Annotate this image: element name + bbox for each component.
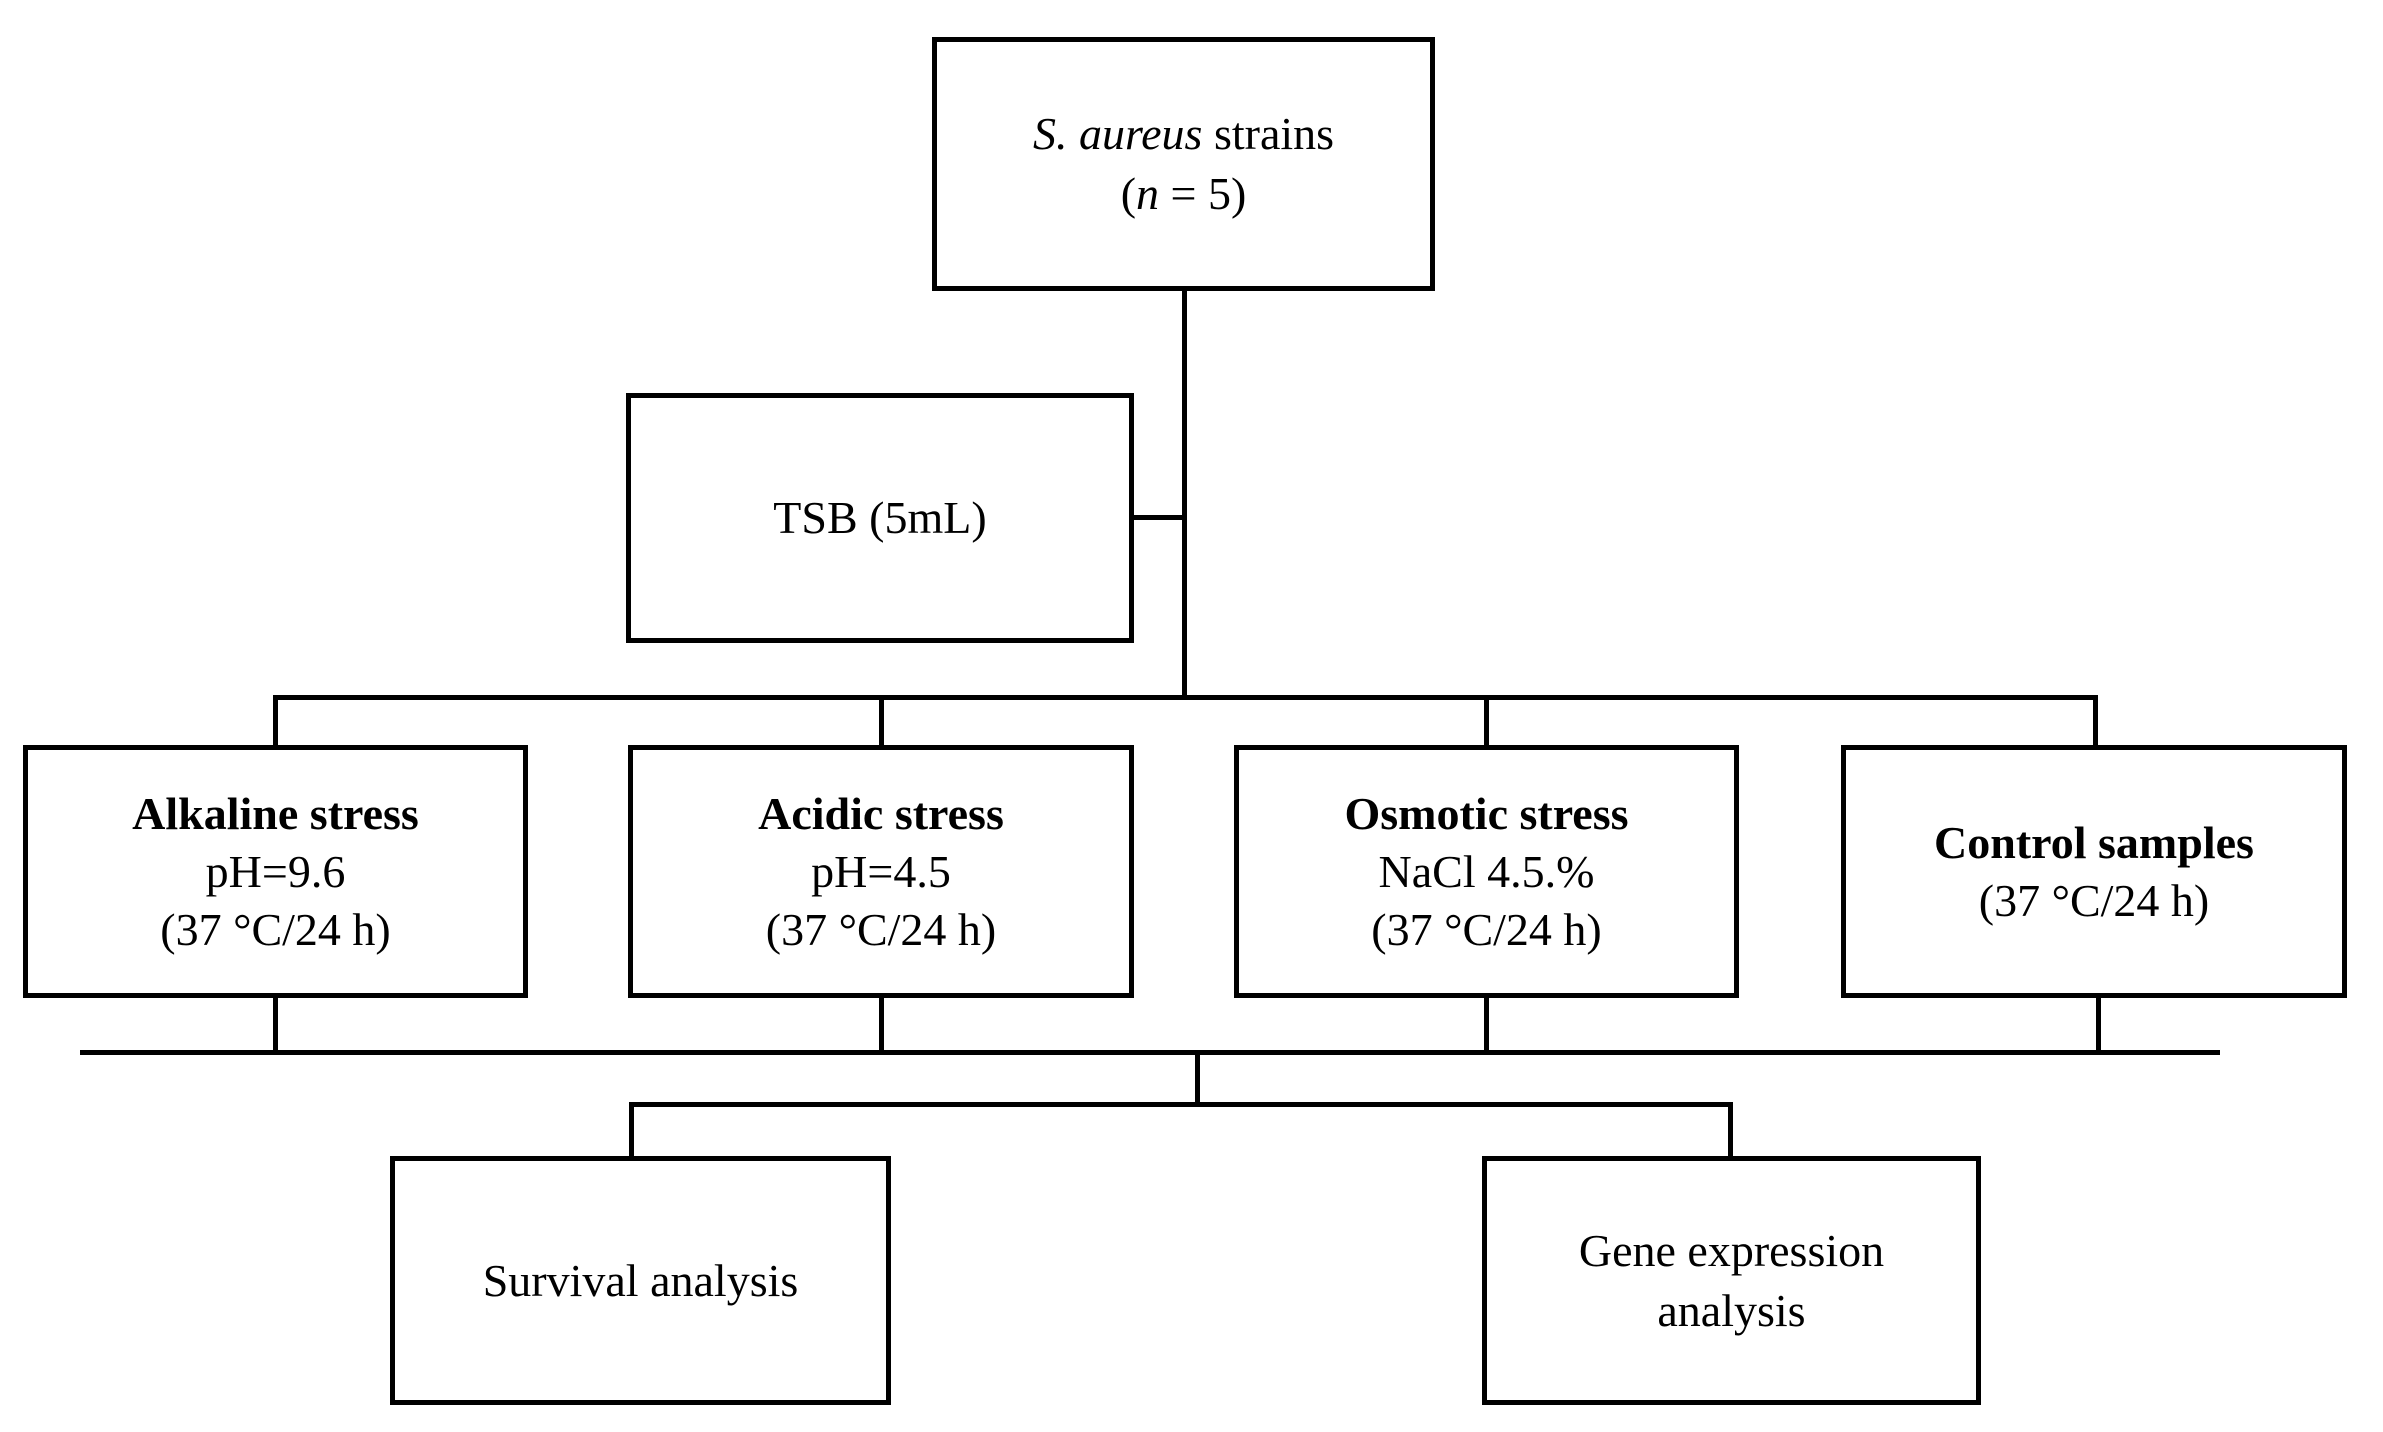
control-samples-box: Control samples (37 °C/24 h) xyxy=(1841,745,2347,998)
strains-n-italic: n xyxy=(1136,168,1160,219)
strains-line2-rest: = 5) xyxy=(1159,168,1247,219)
connector-drop-acidic-top xyxy=(879,695,884,745)
connector-drop-control-top xyxy=(2093,695,2098,745)
strains-line1: S. aureus strains xyxy=(1033,104,1334,164)
connector-drop-osmotic-top xyxy=(1484,695,1489,745)
acidic-value: pH=4.5 xyxy=(811,845,951,897)
connector-drop-survival xyxy=(629,1102,634,1156)
alkaline-title: Alkaline stress xyxy=(132,787,419,839)
strains-line2: (n = 5) xyxy=(1121,164,1247,224)
tsb-box: TSB (5mL) xyxy=(626,393,1134,643)
strains-line1-rest: strains xyxy=(1202,108,1335,159)
acidic-title: Acidic stress xyxy=(758,787,1004,839)
connector-drop-control-bottom xyxy=(2096,997,2101,1050)
osmotic-condition: (37 °C/24 h) xyxy=(1371,903,1602,955)
acidic-condition: (37 °C/24 h) xyxy=(765,903,997,955)
osmotic-value: NaCl 4.5.% xyxy=(1378,845,1595,897)
alkaline-stress-box: Alkaline stress pH=9.6 (37 °C/24 h) xyxy=(23,745,528,998)
connector-drop-alkaline-top xyxy=(273,695,278,745)
osmotic-title: Osmotic stress xyxy=(1344,787,1629,839)
connector-collection-line xyxy=(80,1050,2220,1055)
connector-analysis-line xyxy=(629,1102,1733,1107)
connector-trunk-vertical xyxy=(1182,290,1187,700)
survival-label: Survival analysis xyxy=(482,1254,799,1306)
connector-tsb-stub xyxy=(1133,515,1184,520)
connector-middle-link xyxy=(1195,1050,1200,1102)
connector-drop-acidic-bottom xyxy=(879,997,884,1050)
survival-analysis-box: Survival analysis xyxy=(390,1156,891,1405)
control-condition: (37 °C/24 h) xyxy=(1978,874,2210,926)
control-title: Control samples xyxy=(1934,816,2254,868)
strains-box: S. aureus strains (n = 5) xyxy=(932,37,1435,291)
acidic-stress-box: Acidic stress pH=4.5 (37 °C/24 h) xyxy=(628,745,1134,998)
alkaline-condition: (37 °C/24 h) xyxy=(160,903,391,955)
connector-drop-alkaline-bottom xyxy=(273,997,278,1050)
gene-expression-analysis-box: Gene expression analysis xyxy=(1482,1156,1981,1405)
gene-label-line1: Gene expression xyxy=(1578,1224,1885,1276)
connector-drop-gene-expression xyxy=(1728,1102,1733,1156)
gene-label-line2: analysis xyxy=(1657,1284,1806,1336)
strains-species-italic: S. aureus xyxy=(1032,108,1203,159)
alkaline-value: pH=9.6 xyxy=(205,845,346,897)
osmotic-stress-box: Osmotic stress NaCl 4.5.% (37 °C/24 h) xyxy=(1234,745,1739,998)
connector-distribution-line xyxy=(273,695,2098,700)
tsb-label: TSB (5mL) xyxy=(773,492,987,543)
connector-drop-osmotic-bottom xyxy=(1484,997,1489,1050)
strains-line2-open: ( xyxy=(1120,168,1137,219)
